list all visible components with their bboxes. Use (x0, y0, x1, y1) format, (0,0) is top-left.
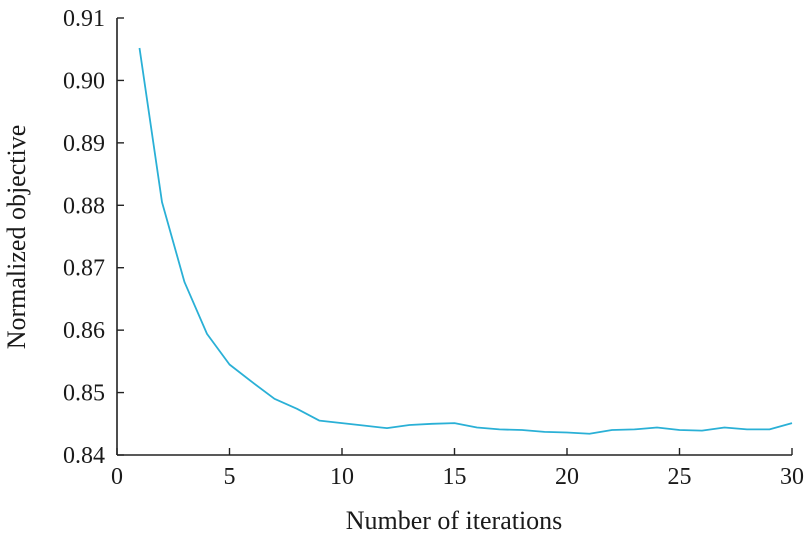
y-tick-label: 0.91 (63, 6, 105, 32)
y-axis-title: Normalized objective (2, 125, 31, 350)
y-tick-label: 0.88 (63, 193, 105, 219)
series-line (138, 47, 793, 435)
x-ticks: 0 5 10 15 20 25 30 (111, 448, 804, 490)
axes (116, 18, 792, 456)
y-tick-label: 0.90 (63, 68, 105, 94)
series-layer (138, 47, 793, 435)
x-tick-label: 0 (111, 464, 123, 490)
x-axis-title: Number of iterations (346, 506, 563, 535)
x-tick-label: 5 (224, 464, 236, 490)
y-ticks: 0.84 0.85 0.86 0.87 0.88 0.89 0.90 0.91 (63, 6, 124, 469)
x-tick-label: 15 (443, 464, 467, 490)
x-tick-label: 30 (780, 464, 804, 490)
x-tick-label: 20 (555, 464, 579, 490)
y-tick-label: 0.86 (63, 318, 105, 344)
y-tick-label: 0.84 (63, 443, 105, 469)
y-tick-label: 0.89 (63, 131, 105, 157)
x-tick-label: 10 (330, 464, 354, 490)
y-tick-label: 0.87 (63, 256, 105, 282)
y-tick-label: 0.85 (63, 381, 105, 407)
x-tick-label: 25 (668, 464, 692, 490)
